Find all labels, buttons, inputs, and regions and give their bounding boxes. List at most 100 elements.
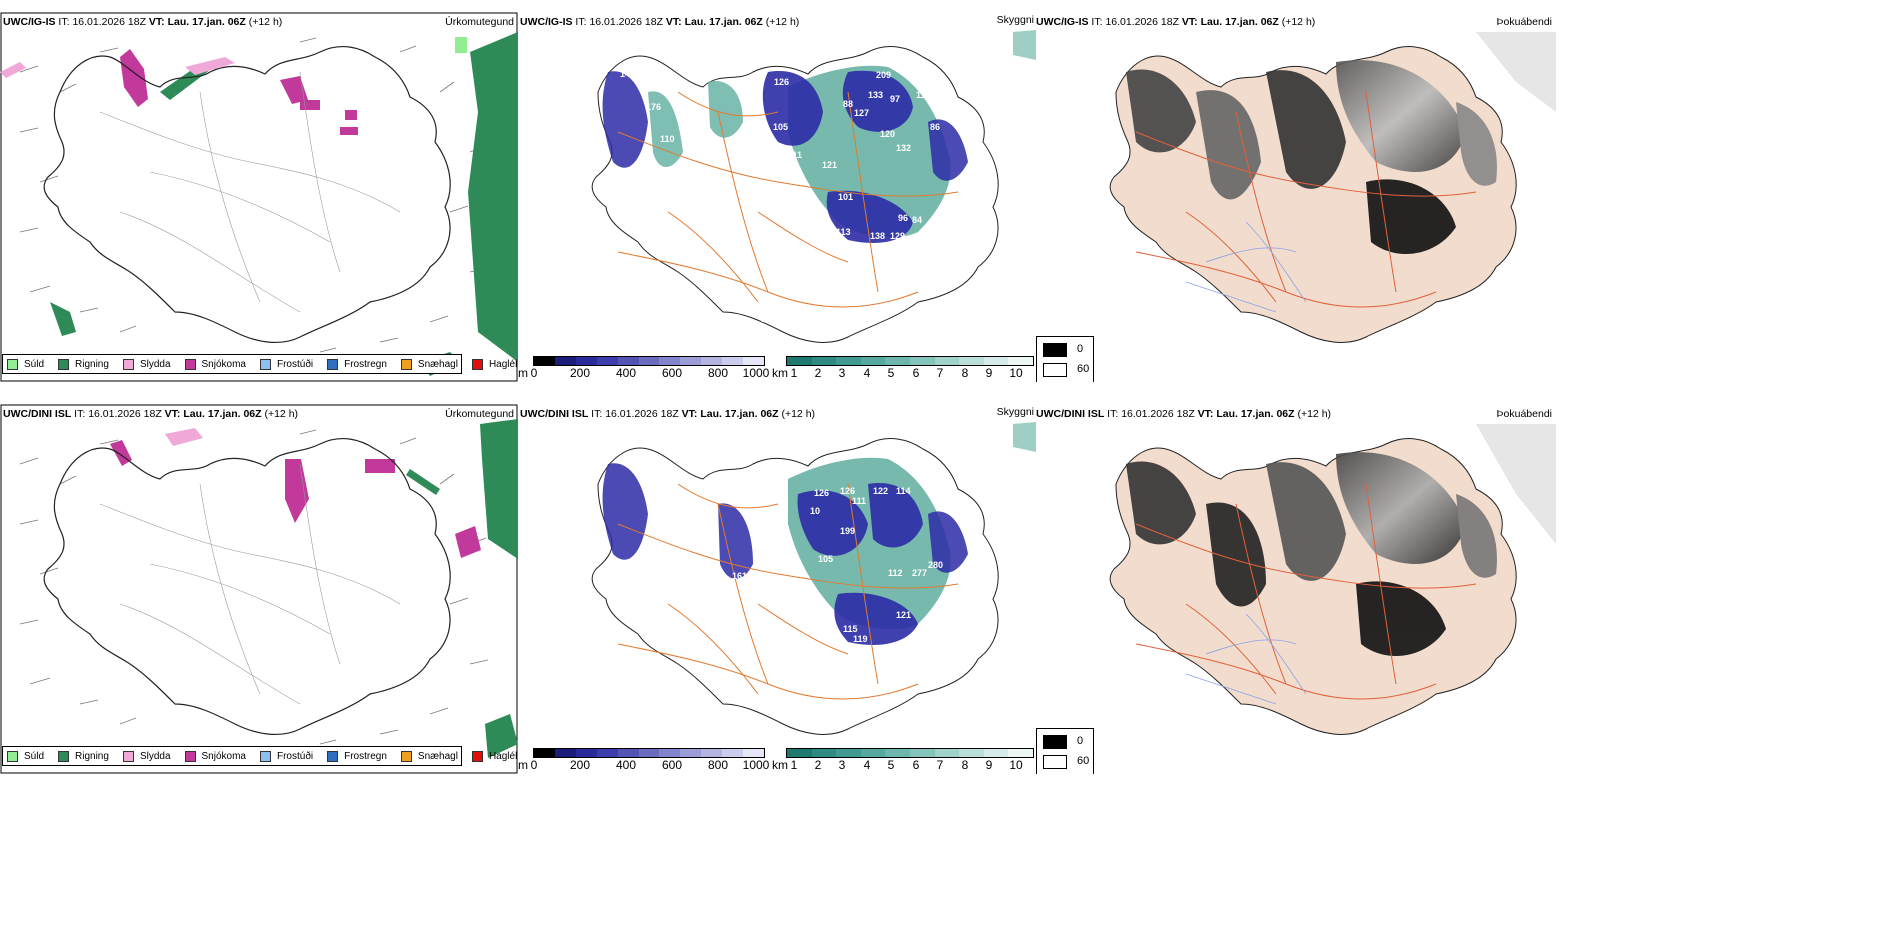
it-label: IT:: [1091, 16, 1103, 28]
colorbar-tick: 800: [707, 758, 729, 772]
road-network: [1135, 483, 1477, 700]
colorbar-tick: 0: [530, 366, 538, 380]
visibility-map-bottom: 122 114 126 111 105 112 277 121 115 119 …: [518, 404, 1036, 774]
value-label: 280: [928, 560, 943, 570]
road-network: [99, 71, 401, 313]
colorbar-strip: [533, 748, 765, 758]
precip-legend: Súld Rigning Slydda Snjókoma Frostúði Fr…: [2, 354, 517, 374]
panel-header: UWC/IG-IS IT: 16.01.2026 18Z VT: Lau. 17…: [520, 16, 799, 28]
it-value: 16.01.2026 18Z: [72, 16, 146, 28]
visibility-map-svg: 122 114 126 111 105 112 277 121 115 119 …: [591, 422, 1036, 735]
panel-header: UWC/IG-IS IT: 16.01.2026 18Z VT: Lau. 17…: [1036, 16, 1315, 28]
legend-item: Súld: [7, 750, 44, 762]
value-label: 96: [898, 213, 908, 223]
precip-legend: Súld Rigning Slydda Snjókoma Frostúði Fr…: [2, 746, 517, 766]
colorbar-tick: 9: [985, 366, 993, 380]
vt-value: Lau. 17.jan. 06Z: [700, 408, 779, 420]
colorbar-tick: 7: [936, 758, 944, 772]
colorbar-tick: 0: [530, 758, 538, 772]
it-label: IT:: [74, 408, 86, 420]
vt-value: Lau. 17.jan. 06Z: [167, 16, 246, 28]
value-label: 132: [896, 143, 911, 153]
value-label: 126: [774, 77, 789, 87]
lead-time: (+12 h): [1297, 408, 1332, 420]
value-label: 11: [916, 90, 926, 100]
colorbar-unit: km: [772, 366, 788, 380]
legend-item: Frostúði: [259, 750, 313, 762]
iceland-coastline: [43, 45, 451, 343]
visibility-fields: [602, 457, 968, 645]
colorbar-tick: 600: [661, 758, 683, 772]
fog-field: [1126, 60, 1497, 254]
legend-swatch: [400, 750, 412, 762]
colorbar-tick: 7: [936, 366, 944, 380]
colorbar-tick: 1: [790, 366, 798, 380]
it-value: 16.01.2026 18Z: [589, 16, 663, 28]
vt-label: VT:: [164, 408, 181, 420]
colorbar-tick: 1: [790, 758, 798, 772]
legend-swatch: [400, 358, 412, 370]
value-label: 127: [854, 108, 869, 118]
precip-patches: [110, 419, 518, 758]
colorbar-tick: 200: [569, 758, 591, 772]
value-label: 115: [843, 624, 858, 634]
panel-title-visibility: Skyggni: [996, 14, 1034, 26]
vt-label: VT:: [1197, 408, 1214, 420]
panel-title-precip: Úrkomutegund: [445, 16, 514, 28]
value-label: 88: [843, 99, 853, 109]
fog-map-top: UWC/IG-IS IT: 16.01.2026 18Z VT: Lau. 17…: [1036, 12, 1556, 382]
visibility-fields: [602, 65, 968, 243]
lead-time: (+12 h): [1281, 16, 1316, 28]
value-label: 199: [840, 526, 855, 536]
colorbar-tick: 400: [615, 758, 637, 772]
fog-legend-light-label: 60: [1077, 363, 1090, 375]
it-value: 16.01.2026 18Z: [88, 408, 162, 420]
fog-legend-dark-swatch: [1043, 735, 1067, 749]
colorbar-tick: 1000: [742, 366, 770, 380]
value-label: 120: [761, 314, 776, 324]
colorbar-visibility-km: km 1 2 3 4 5 6 7 8 9 10: [772, 748, 1036, 774]
iceland-coastline: [43, 437, 451, 735]
legend-item: Frostúði: [259, 358, 314, 370]
legend-swatch: [58, 358, 70, 370]
legend-swatch: [122, 750, 134, 762]
colorbar-tick: 600: [661, 366, 683, 380]
value-label: 133: [868, 90, 883, 100]
fog-field: [1126, 452, 1497, 656]
colorbar-tick: 2: [814, 758, 822, 772]
value-label: 119: [853, 634, 868, 644]
legend-swatch: [327, 358, 339, 370]
lead-time: (+12 h): [765, 16, 800, 28]
legend-swatch: [327, 750, 339, 762]
panel-title-fog: Þokuábendi: [1496, 408, 1552, 420]
legend-swatch: [259, 750, 271, 762]
value-label: 119: [668, 488, 683, 498]
colorbar-tick: 8: [961, 758, 969, 772]
value-label: 105: [818, 554, 833, 564]
value-label: 110: [660, 134, 675, 144]
colorbar-tick: 2: [814, 366, 822, 380]
panel-header: UWC/IG-IS IT: 16.01.2026 18Z VT: Lau. 17…: [3, 16, 282, 28]
value-label: 114: [896, 486, 911, 496]
legend-label: Frostúði: [276, 358, 314, 370]
legend-swatch: [471, 750, 483, 762]
colorbar-strip: [533, 356, 765, 366]
lead-time: (+12 h): [781, 408, 816, 420]
value-label: 126: [814, 488, 829, 498]
fog-map-bottom: UWC/DINI ISL IT: 16.01.2026 18Z VT: Lau.…: [1036, 404, 1556, 774]
wind-barbs: [19, 429, 489, 755]
panel-title-fog: Þokuábendi: [1496, 16, 1552, 28]
legend-swatch: [58, 750, 70, 762]
legend-item: Frostregn: [327, 358, 387, 370]
it-value: 16.01.2026 18Z: [1121, 408, 1195, 420]
colorbar-tick: 5: [887, 366, 895, 380]
visibility-map-svg: 209 133 97 11 88 127 120 86 132 105 111 …: [591, 30, 1036, 343]
it-label: IT:: [591, 408, 603, 420]
model-name: UWC/DINI ISL: [1036, 408, 1105, 420]
colorbar-unit: m: [518, 758, 528, 772]
value-label: 84: [912, 215, 922, 225]
value-label: 121: [896, 610, 911, 620]
legend-swatch: [259, 358, 271, 370]
legend-label: Haglél: [488, 750, 518, 762]
value-label: 113: [836, 227, 851, 237]
